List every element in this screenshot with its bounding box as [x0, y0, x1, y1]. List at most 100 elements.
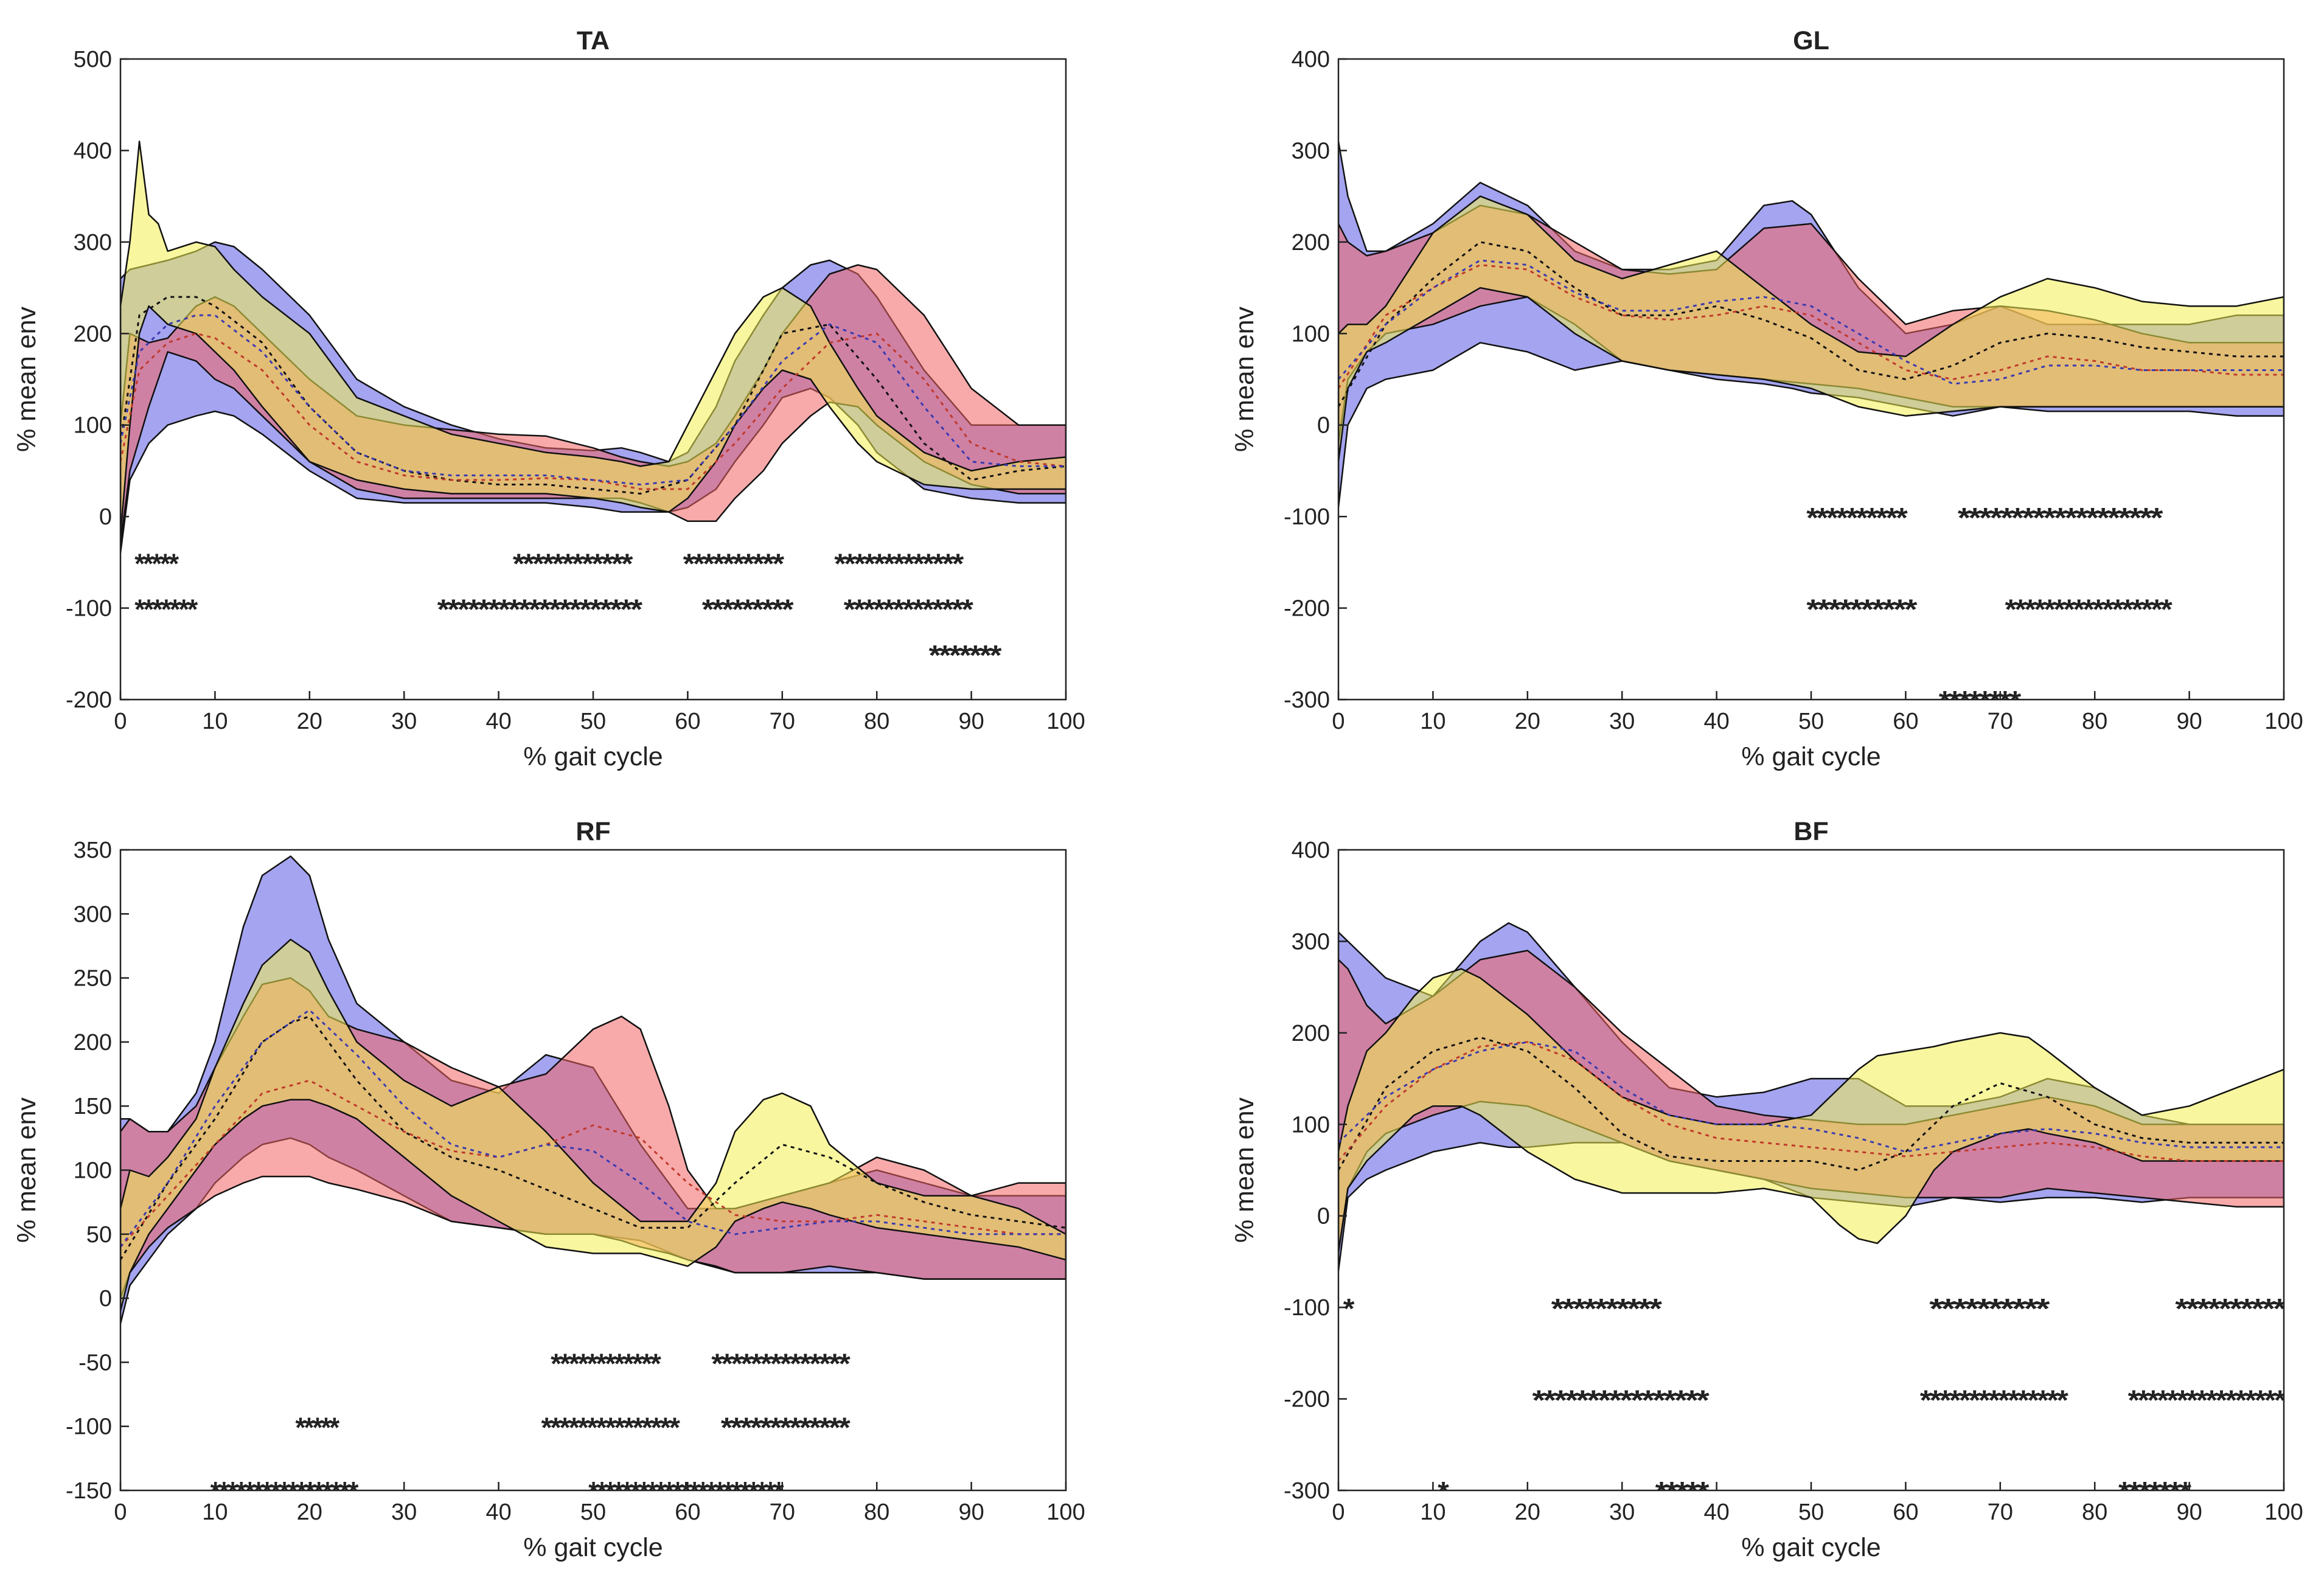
- mean-line-red: [1338, 263, 2284, 389]
- significance-red: ********************: [437, 594, 643, 625]
- x-tick-label: 90: [2176, 709, 2202, 734]
- significance-red: *******: [134, 594, 198, 625]
- panel-title: RF: [576, 817, 610, 846]
- y-tick-label: -100: [66, 1414, 112, 1440]
- x-tick-label: 90: [2176, 1500, 2202, 1525]
- significance-red: ****************: [1533, 1385, 1710, 1416]
- plot-area: ****************************************…: [120, 141, 1066, 671]
- mean-line-black: [120, 296, 1066, 495]
- x-tick-label: 0: [114, 1500, 127, 1525]
- x-tick-label: 70: [1988, 1500, 2013, 1525]
- x-tick-label: 30: [1609, 709, 1635, 734]
- significance-blue: *************: [834, 547, 964, 579]
- mean-line-blue: [1338, 259, 2284, 385]
- x-tick-label: 90: [958, 709, 984, 734]
- x-tick-label: 40: [1703, 709, 1729, 734]
- y-tick-label: -100: [1284, 1295, 1330, 1321]
- y-tick-label: 300: [74, 230, 112, 255]
- y-tick-label: 300: [74, 902, 112, 927]
- x-tick-label: 60: [675, 1500, 700, 1525]
- x-tick-label: 50: [580, 709, 606, 734]
- y-tick-label: 400: [74, 138, 112, 164]
- x-tick-label: 30: [391, 709, 417, 734]
- significance-red: **********: [1806, 594, 1917, 625]
- significance-blue: **********: [2175, 1293, 2286, 1324]
- significance-blue: **********: [1806, 502, 1908, 534]
- y-tick-label: 200: [74, 1030, 112, 1055]
- mean-line-red: [120, 332, 1066, 490]
- y-tick-label: 100: [1292, 321, 1330, 347]
- band-yellow: [1338, 968, 2284, 1254]
- significance-blue: ************: [513, 547, 633, 579]
- x-tick-label: 20: [1515, 1500, 1540, 1525]
- significance-red: ***************: [1920, 1385, 2068, 1416]
- significance-blue: **************: [711, 1347, 851, 1379]
- y-tick-label: -200: [1284, 596, 1330, 622]
- significance-blue: ************: [551, 1347, 661, 1379]
- significance-blue: *****: [134, 547, 179, 579]
- x-tick-label: 30: [391, 1500, 417, 1525]
- y-tick-label: 0: [1317, 413, 1330, 439]
- significance-blue: **********: [1551, 1293, 1662, 1324]
- x-tick-label: 50: [1798, 709, 1824, 734]
- x-tick-label: 60: [675, 709, 700, 734]
- x-tick-label: 20: [1515, 709, 1540, 734]
- x-tick-label: 80: [864, 1500, 889, 1525]
- significance-red: *************: [721, 1412, 851, 1444]
- x-tick-label: 10: [1420, 709, 1446, 734]
- significance-red: *************: [844, 594, 973, 625]
- mean-line-black: [120, 1015, 1066, 1260]
- y-tick-label: -100: [66, 596, 112, 622]
- y-tick-label: -150: [66, 1478, 112, 1504]
- x-tick-label: 30: [1609, 1500, 1635, 1525]
- mean-line-black: [1338, 1036, 2284, 1172]
- mean-line-red: [1338, 1041, 2284, 1162]
- significance-blue: **********: [683, 547, 785, 579]
- x-axis-label: % gait cycle: [523, 742, 663, 771]
- mean-line-blue: [120, 1009, 1066, 1248]
- x-tick-label: 90: [958, 1500, 984, 1525]
- y-tick-label: 400: [1292, 47, 1330, 72]
- band-yellow: [120, 939, 1066, 1312]
- x-axis-label: % gait cycle: [1741, 1533, 1880, 1562]
- x-tick-label: 60: [1893, 709, 1918, 734]
- y-tick-label: 0: [1317, 1204, 1330, 1229]
- y-tick-label: 100: [74, 1158, 112, 1184]
- significance-red: ***************: [541, 1412, 680, 1444]
- y-tick-label: 200: [1292, 230, 1330, 255]
- y-tick-label: -300: [1284, 1478, 1330, 1504]
- panel-ta: ***** ************ ********** *************…: [12, 26, 1085, 771]
- x-tick-label: 70: [1988, 709, 2013, 734]
- x-tick-label: 40: [485, 1500, 511, 1525]
- plot-area: ****************************************…: [1338, 922, 2286, 1490]
- x-tick-label: 70: [770, 1500, 795, 1525]
- panel-title: GL: [1793, 26, 1829, 55]
- significance-blue: *******************: [1958, 502, 2163, 534]
- x-tick-label: 100: [1046, 1500, 1085, 1525]
- y-tick-label: -200: [1284, 1387, 1330, 1413]
- y-tick-label: 50: [86, 1222, 112, 1248]
- plot-area: ****************************************…: [120, 855, 1066, 1507]
- y-tick-label: 300: [1292, 929, 1330, 954]
- y-tick-label: 400: [1292, 838, 1330, 863]
- y-tick-label: -50: [78, 1350, 112, 1375]
- plot-area: ****************************************…: [1338, 141, 2284, 717]
- y-tick-label: 0: [99, 1286, 112, 1312]
- y-tick-label: 200: [74, 321, 112, 347]
- mean-line-red: [120, 1079, 1066, 1248]
- panel-title: TA: [577, 26, 610, 55]
- significance-red: ****************: [2128, 1385, 2286, 1416]
- x-tick-label: 100: [2264, 1500, 2303, 1525]
- x-tick-label: 10: [202, 709, 228, 734]
- significance-green: ********: [1939, 685, 2022, 717]
- x-tick-label: 40: [485, 709, 511, 734]
- significance-red: *****************: [2005, 594, 2173, 625]
- y-tick-label: 0: [99, 504, 112, 530]
- x-tick-label: 50: [1798, 1500, 1824, 1525]
- significance-green: *****************: [210, 1476, 359, 1507]
- y-tick-label: 100: [1292, 1112, 1330, 1138]
- panel-bf: * ********** ********** *******************…: [1230, 817, 2303, 1562]
- y-tick-label: -300: [1284, 687, 1330, 713]
